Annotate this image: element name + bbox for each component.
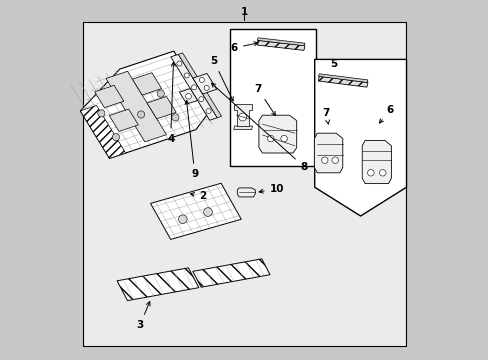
Polygon shape [318,76,367,87]
Polygon shape [257,40,305,50]
Circle shape [321,157,327,163]
Polygon shape [106,71,166,142]
Polygon shape [80,105,125,158]
Polygon shape [257,38,305,46]
Circle shape [112,134,120,141]
Polygon shape [80,51,210,158]
Polygon shape [95,85,123,108]
Polygon shape [109,109,138,131]
Text: 7: 7 [254,84,275,116]
Circle shape [280,135,287,142]
Circle shape [199,77,204,82]
Polygon shape [362,140,390,184]
Circle shape [379,170,385,176]
Polygon shape [117,268,199,301]
Circle shape [204,85,209,90]
Circle shape [267,135,273,142]
Circle shape [178,215,187,224]
Polygon shape [179,89,197,104]
Polygon shape [192,259,269,287]
Circle shape [203,208,212,216]
Polygon shape [318,74,367,82]
Text: 1: 1 [241,6,247,17]
Text: 8: 8 [211,83,307,172]
Circle shape [191,85,196,90]
Text: 6: 6 [230,42,258,53]
Circle shape [205,109,211,114]
Polygon shape [233,104,251,126]
Text: 10: 10 [259,184,284,194]
Polygon shape [193,73,216,94]
Polygon shape [314,59,406,216]
Polygon shape [314,133,342,173]
Circle shape [184,73,189,78]
Text: 6: 6 [379,105,393,123]
Circle shape [238,113,246,121]
Polygon shape [170,54,217,120]
Circle shape [98,110,105,117]
Polygon shape [147,96,176,119]
Polygon shape [178,53,221,118]
Circle shape [199,97,203,102]
Polygon shape [150,183,241,239]
Text: 2: 2 [190,191,206,201]
Circle shape [331,157,338,163]
Circle shape [185,94,191,99]
Circle shape [367,170,373,176]
Circle shape [177,61,182,66]
Text: 3: 3 [136,302,150,330]
Polygon shape [132,73,161,95]
Polygon shape [258,115,296,153]
Text: 4: 4 [167,62,175,144]
Circle shape [157,90,164,97]
Circle shape [171,114,179,121]
Text: 9: 9 [184,100,198,179]
Polygon shape [233,126,252,130]
Polygon shape [237,188,255,197]
Circle shape [137,111,144,118]
Text: 7: 7 [322,108,329,124]
Bar [230,29,316,166]
Text: 5: 5 [210,56,233,101]
Text: 5: 5 [329,59,337,69]
